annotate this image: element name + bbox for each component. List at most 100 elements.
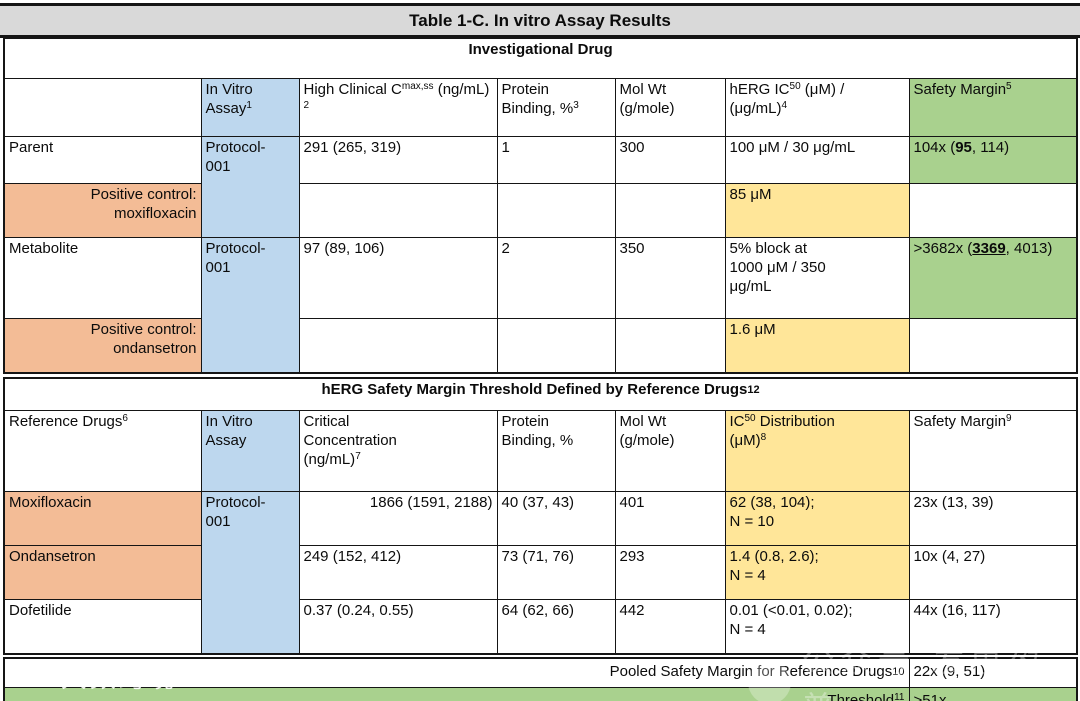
header-mol-wt: Mol Wt (g/mole) bbox=[614, 78, 726, 137]
cell-ondansetron-protein: 73 (71, 76) bbox=[496, 545, 616, 600]
value-text: 104x ( bbox=[913, 139, 956, 156]
cell-parent-safety-margin: 104x (95, 114) bbox=[908, 136, 1078, 184]
row-metabolite: Metabolite Protocol- 001 97 (89, 106) 2 … bbox=[3, 237, 1078, 374]
cell-threshold-label: Threshold11 bbox=[3, 687, 910, 701]
table-area: Investigational Drug In Vitro Assay1 Hig… bbox=[0, 38, 1080, 701]
empty-cell bbox=[496, 183, 616, 238]
section2-caption: hERG Safety Margin Threshold Defined by … bbox=[3, 377, 1078, 411]
header-text: Mol Wt (g/mole) bbox=[619, 81, 675, 117]
cell-pc-moxi-label: Positive control: moxifloxacin bbox=[3, 183, 202, 238]
cell-metabolite-assay: Protocol- 001 bbox=[200, 237, 300, 374]
cell-metabolite-molwt: 350 bbox=[614, 237, 726, 319]
row-pooled-safety-margin: Pooled Safety Margin for Reference Drugs… bbox=[3, 657, 1078, 688]
footnote-sup: 10 bbox=[892, 666, 905, 678]
header-text: Mol Wt (g/mole) bbox=[619, 413, 675, 449]
header-high-clinical-cmax: High Clinical Cmax,ss (ng/mL) 2 bbox=[298, 78, 498, 137]
cell-pooled-value: 22x (9, 51) bbox=[908, 657, 1078, 688]
value-bold: 95 bbox=[955, 139, 972, 156]
header-text: Critical Concentration (ng/mL) bbox=[303, 413, 397, 468]
caption-text: hERG Safety Margin Threshold Defined by … bbox=[321, 381, 748, 398]
header-mol-wt: Mol Wt (g/mole) bbox=[614, 410, 726, 492]
header-row: In Vitro Assay1 High Clinical Cmax,ss (n… bbox=[3, 78, 1078, 137]
footnote-sup: max,ss bbox=[401, 81, 434, 92]
row-positive-control-ondansetron: Positive control: ondansetron 1.6 μM bbox=[3, 318, 1078, 374]
row-positive-control-moxifloxacin: Positive control: moxifloxacin 85 μM bbox=[3, 183, 1078, 238]
header-protein-binding: Protein Binding, %3 bbox=[496, 78, 616, 137]
cell-metabolite-herg: 5% block at 1000 μM / 350 μg/mL bbox=[724, 237, 910, 319]
cell-parent-label: Parent bbox=[3, 136, 202, 184]
footnote-sup: 4 bbox=[781, 100, 788, 111]
footnote-sup: 12 bbox=[747, 384, 760, 396]
header-text: High Clinical C bbox=[303, 81, 402, 98]
value-text: >3682x ( bbox=[913, 240, 973, 257]
section-caption-row: hERG Safety Margin Threshold Defined by … bbox=[3, 377, 1078, 411]
value-bold-underline: 3369 bbox=[972, 240, 1006, 257]
cell-metabolite-cmax: 97 (89, 106) bbox=[298, 237, 498, 319]
header-text: (ng/mL) bbox=[433, 81, 490, 98]
cell-dofetilide-molwt: 442 bbox=[614, 599, 726, 655]
cell-ondansetron-molwt: 293 bbox=[614, 545, 726, 600]
top-rule bbox=[0, 3, 1080, 6]
cell-moxifloxacin-ic50: 62 (38, 104); N = 10 bbox=[724, 491, 910, 546]
footnote-sup: 2 bbox=[303, 100, 310, 111]
cell-parent-protein: 1 bbox=[496, 136, 616, 184]
cell-parent-herg: 100 μM / 30 μg/mL bbox=[724, 136, 910, 184]
cell-parent-cmax: 291 (265, 319) bbox=[298, 136, 498, 184]
cell-parent-assay: Protocol- 001 bbox=[200, 136, 300, 238]
footnote-sup: 1 bbox=[246, 100, 252, 111]
footnote-sup: 3 bbox=[573, 100, 579, 111]
footnote-sup: 5 bbox=[1006, 81, 1012, 92]
row-dofetilide: Dofetilide 0.37 (0.24, 0.55) 64 (62, 66)… bbox=[3, 599, 1078, 655]
page-title: Table 1-C. In vitro Assay Results bbox=[0, 6, 1080, 38]
row-threshold: Threshold11 >51x bbox=[3, 687, 1078, 701]
value-text: , 114) bbox=[971, 139, 1010, 156]
header-in-vitro-assay: In Vitro Assay1 bbox=[200, 78, 300, 137]
cell-dofetilide-conc: 0.37 (0.24, 0.55) bbox=[298, 599, 498, 655]
cell-ondansetron-conc: 249 (152, 412) bbox=[298, 545, 498, 600]
footnote-sup: 50 bbox=[744, 413, 756, 424]
empty-cell bbox=[614, 183, 726, 238]
table-footer: Pooled Safety Margin for Reference Drugs… bbox=[3, 657, 1078, 701]
header-in-vitro-assay: In Vitro Assay bbox=[200, 410, 300, 492]
empty-cell bbox=[908, 318, 1078, 374]
header-blank bbox=[3, 78, 202, 137]
cell-ondansetron-label: Ondansetron bbox=[3, 545, 202, 600]
cell-dofetilide-ic50: 0.01 (<0.01, 0.02); N = 4 bbox=[724, 599, 910, 655]
footnote-sup: 11 bbox=[894, 692, 905, 701]
empty-cell bbox=[614, 318, 726, 374]
empty-cell bbox=[298, 183, 498, 238]
header-reference-drugs: Reference Drugs6 bbox=[3, 410, 202, 492]
row-ondansetron: Ondansetron 249 (152, 412) 73 (71, 76) 2… bbox=[3, 545, 1078, 600]
cell-metabolite-safety-margin: >3682x (3369, 4013) bbox=[908, 237, 1078, 319]
cell-dofetilide-margin: 44x (16, 117) bbox=[908, 599, 1078, 655]
header-text: IC bbox=[729, 413, 745, 430]
cell-threshold-value: >51x bbox=[908, 687, 1078, 701]
empty-cell bbox=[298, 318, 498, 374]
row-moxifloxacin: Moxifloxacin Protocol- 001 1866 (1591, 2… bbox=[3, 491, 1078, 655]
header-protein-binding: Protein Binding, % bbox=[496, 410, 616, 492]
section1-caption: Investigational Drug bbox=[3, 38, 1078, 79]
header-text: In Vitro Assay bbox=[205, 81, 253, 117]
footnote-sup: 7 bbox=[355, 451, 361, 462]
cell-moxifloxacin-protein: 40 (37, 43) bbox=[496, 491, 616, 546]
row-parent: Parent Protocol- 001 291 (265, 319) 1 30… bbox=[3, 136, 1078, 238]
header-text: Distribution (μM) bbox=[729, 413, 835, 449]
cell-pc-onda-label: Positive control: ondansetron bbox=[3, 318, 202, 374]
label-text: Pooled Safety Margin for Reference Drugs bbox=[609, 663, 893, 680]
footnote-sup: 6 bbox=[122, 413, 128, 424]
cell-metabolite-label: Metabolite bbox=[3, 237, 202, 319]
empty-cell bbox=[908, 183, 1078, 238]
header-text: (μM) / (μg/mL) bbox=[729, 81, 845, 117]
header-critical-concentration: Critical Concentration (ng/mL)7 bbox=[298, 410, 498, 492]
header-text: Protein Binding, % bbox=[501, 81, 574, 117]
cell-ondansetron-margin: 10x (4, 27) bbox=[908, 545, 1078, 600]
table-investigational-drug: Investigational Drug In Vitro Assay1 Hig… bbox=[3, 38, 1079, 374]
cell-metabolite-protein: 2 bbox=[496, 237, 616, 319]
header-ic50-distribution: IC50 Distribution (μM)8 bbox=[724, 410, 910, 492]
cell-reference-assay: Protocol- 001 bbox=[200, 491, 300, 655]
section-caption-row: Investigational Drug bbox=[3, 38, 1078, 79]
cell-pc-moxi-herg: 85 μM bbox=[724, 183, 910, 238]
cell-moxifloxacin-conc: 1866 (1591, 2188) bbox=[298, 491, 498, 546]
cell-pooled-label: Pooled Safety Margin for Reference Drugs… bbox=[3, 657, 910, 688]
